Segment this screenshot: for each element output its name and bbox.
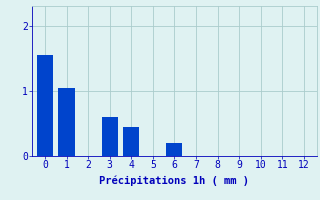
Bar [123,127,139,156]
X-axis label: Précipitations 1h ( mm ): Précipitations 1h ( mm ) [100,176,249,186]
Bar [166,143,182,156]
Bar [37,55,53,156]
Bar [59,88,75,156]
Bar [101,117,118,156]
